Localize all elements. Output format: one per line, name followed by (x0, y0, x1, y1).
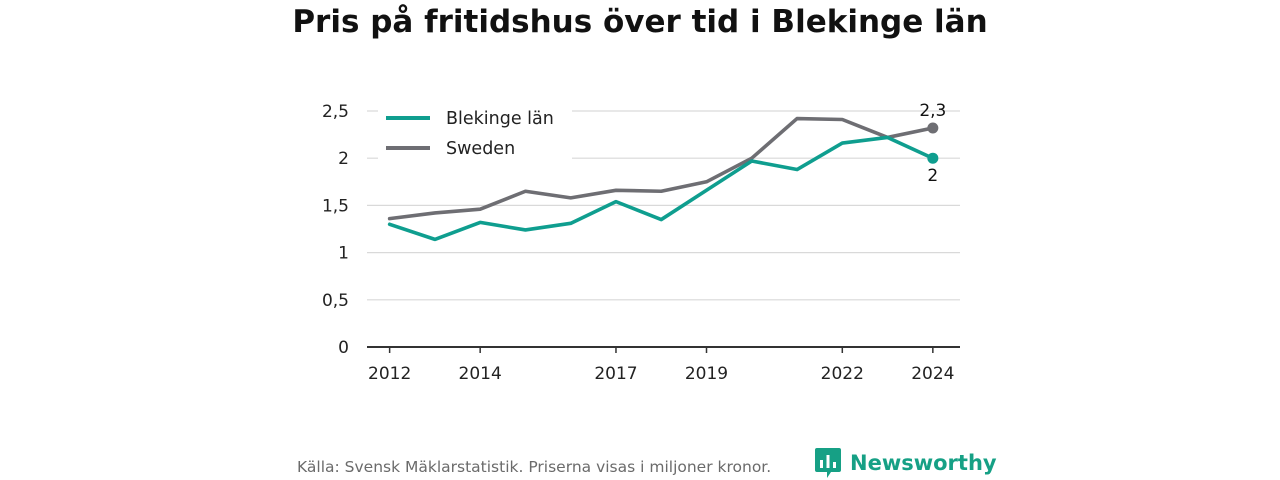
series-end-point-sweden (927, 122, 939, 134)
y-tick-label: 2,5 (322, 102, 349, 122)
series-line-blekinge-l-n (387, 135, 935, 242)
series-line-sweden (387, 116, 935, 221)
chart-title: Pris på fritidshus över tid i Blekinge l… (292, 4, 988, 40)
x-tick-label: 2022 (821, 364, 864, 384)
y-tick-label: 1 (338, 244, 349, 264)
y-tick-label: 0,5 (322, 291, 349, 311)
x-tick-label: 2024 (911, 364, 954, 384)
newsworthy-logo-icon (815, 448, 841, 478)
legend: Blekinge län Sweden (378, 100, 572, 162)
y-tick-label: 0 (338, 338, 349, 358)
legend-box (378, 100, 572, 162)
axes: 0 0,5 1 1,5 2 2,5 2012 2014 2017 2019 2022 2024 (322, 102, 960, 384)
end-value-label: 2,3 (919, 101, 946, 121)
series-end-point-blekinge-l-n (927, 152, 939, 164)
x-tick-label: 2014 (459, 364, 502, 384)
x-tick-label: 2019 (685, 364, 728, 384)
newsworthy-logo[interactable]: Newsworthy (814, 446, 997, 480)
y-tick-label: 1,5 (322, 196, 349, 216)
newsworthy-logo-text: Newsworthy (850, 451, 997, 475)
x-tick-label: 2012 (368, 364, 411, 384)
source-note: Källa: Svensk Mäklarstatistik. Priserna … (297, 458, 772, 476)
legend-label: Blekinge län (446, 109, 554, 129)
x-tick-label: 2017 (594, 364, 637, 384)
end-value-label: 2 (927, 166, 938, 186)
legend-label: Sweden (446, 139, 515, 159)
series: 22,3 (387, 101, 946, 242)
y-tick-label: 2 (338, 149, 349, 169)
